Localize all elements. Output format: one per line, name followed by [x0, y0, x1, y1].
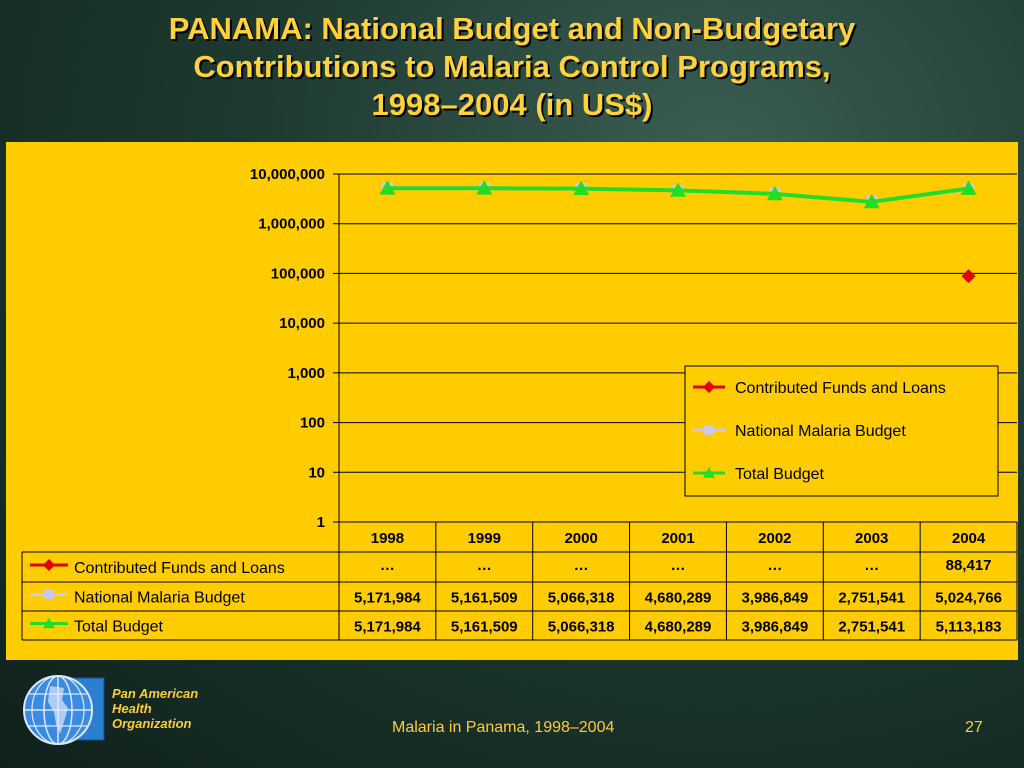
org-line-1: Pan American — [112, 686, 199, 701]
table-cell: 2,751,541 — [838, 619, 905, 636]
y-tick-label: 10 — [308, 464, 325, 481]
table-cell: 5,113,183 — [936, 619, 1002, 636]
chart-svg: 1 10 100 1,000 10,000 100,000 1,000,000 10,000,… — [21, 166, 1018, 641]
table-cell: 5,066,318 — [548, 619, 615, 636]
table-cell: … — [477, 557, 492, 574]
data-point — [379, 180, 396, 195]
table-cell: … — [767, 557, 782, 574]
data-point — [863, 193, 880, 209]
table-cell: 3,986,849 — [741, 590, 808, 607]
data-point — [573, 180, 590, 196]
table-cell: … — [864, 557, 879, 574]
table-cell: 5,066,318 — [548, 590, 615, 607]
table-cell: 5,024,766 — [935, 590, 1002, 607]
y-tick-label: 10,000,000 — [250, 166, 325, 183]
data-point — [670, 182, 686, 197]
table-cell: 3,986,849 — [741, 619, 808, 636]
data-point — [766, 185, 783, 201]
table-cell: 5,171,984 — [354, 619, 421, 636]
legend-label: National Malaria Budget — [735, 423, 906, 440]
legend-label: Total Budget — [735, 466, 825, 483]
x-category-label: 2004 — [952, 530, 986, 547]
y-tick-label: 1 — [317, 514, 325, 531]
table-cell: … — [671, 557, 686, 574]
paho-logo-globe-icon — [23, 675, 105, 745]
table-legend-key-marker — [44, 589, 54, 600]
table-cell: 5,171,984 — [354, 590, 421, 607]
table-row-label: Total Budget — [74, 619, 164, 636]
y-tick-label: 10,000 — [279, 315, 325, 332]
y-tick-label: 1,000 — [287, 365, 325, 382]
x-category-label: 1999 — [468, 530, 501, 547]
x-category-label: 1998 — [371, 530, 404, 547]
org-line-2: Health — [112, 701, 152, 716]
y-tick-label: 100 — [300, 415, 325, 432]
footer-caption: Malaria in Panama, 1998–2004 — [392, 719, 615, 736]
table-cell: … — [380, 557, 395, 574]
table-row-label: National Malaria Budget — [74, 590, 245, 607]
legend-key-marker — [703, 381, 715, 393]
page-number: 27 — [965, 719, 983, 736]
x-category-label: 2003 — [855, 530, 888, 547]
table-legend-key-marker — [43, 617, 55, 629]
table-legend-key-marker — [43, 559, 55, 571]
x-category-label: 2002 — [758, 530, 791, 547]
title-line-2: Contributions to Malaria Control Program… — [193, 49, 831, 84]
legend-box — [684, 365, 999, 497]
data-point — [476, 180, 493, 195]
title-line-1: PANAMA: National Budget and Non-Budgetar… — [168, 11, 856, 46]
table-cell: 4,680,289 — [645, 590, 712, 607]
data-point — [961, 269, 976, 284]
slide-title: PANAMA: National Budget and Non-Budgetar… — [0, 10, 1024, 124]
title-line-3: 1998–2004 (in US$) — [371, 87, 653, 122]
data-point — [960, 180, 977, 195]
legend-label: Contributed Funds and Loans — [735, 380, 946, 397]
org-line-3: Organization — [112, 716, 192, 731]
table-cell: … — [574, 557, 589, 574]
y-tick-label: 100,000 — [271, 265, 325, 282]
table-row-label: Contributed Funds and Loans — [74, 560, 285, 577]
chart-panel: 1 10 100 1,000 10,000 100,000 1,000,000 10,000,… — [6, 142, 1018, 660]
table-cell: 88,417 — [946, 557, 992, 574]
table-cell: 5,161,509 — [451, 590, 518, 607]
x-category-label: 2000 — [564, 530, 597, 547]
organization-name: Pan American Health Organization — [112, 686, 198, 731]
table-cell: 2,751,541 — [838, 590, 905, 607]
x-category-label: 2001 — [661, 530, 694, 547]
table-cell: 4,680,289 — [645, 619, 712, 636]
legend-key-marker — [703, 467, 715, 478]
table-cell: 5,161,509 — [451, 619, 518, 636]
y-tick-label: 1,000,000 — [258, 216, 325, 233]
legend-key-marker — [704, 425, 714, 435]
